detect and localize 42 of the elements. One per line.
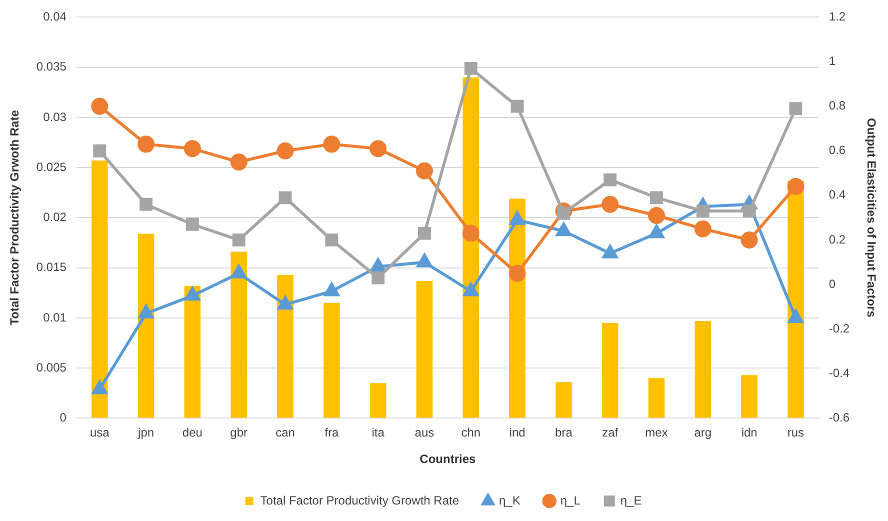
y2-tick-label: -0.4 [828, 366, 850, 380]
x-tick-label: ind [509, 426, 526, 440]
legend-label: Total Factor Productivity Growth Rate [260, 493, 460, 508]
x-tick-label: arg [694, 426, 712, 440]
y-tick-label: 0.01 [43, 310, 67, 324]
y2-tick-label: 0.4 [828, 188, 846, 202]
y-tick-label: 0.035 [36, 60, 67, 74]
y2-tick-label: -0.6 [828, 410, 850, 425]
y-tick-label: 0.005 [36, 360, 67, 374]
x-tick-label: gbr [230, 426, 248, 440]
x-tick-label: aus [414, 426, 434, 440]
x-tick-label: can [276, 426, 295, 440]
y2-tick-label: 0.6 [828, 143, 846, 158]
x-axis-title: Countries [420, 452, 476, 466]
y-tick-label: 0.04 [43, 10, 67, 24]
y2-tick-label: 0.2 [828, 232, 846, 246]
x-tick-label: fra [324, 426, 339, 440]
y2-tick-label: 1 [828, 54, 836, 68]
x-tick-label: rus [787, 426, 804, 440]
legend-label: η_K [499, 493, 520, 508]
y2-axis-title: Output Elasticities of Input Factors [864, 118, 878, 318]
x-tick-label: jpn [137, 426, 154, 440]
legend-label: η_E [620, 493, 642, 508]
legend-label: η_L [560, 493, 581, 508]
y2-tick-label: 0 [828, 276, 836, 291]
x-tick-label: ita [372, 426, 385, 440]
y-tick-label: 0.015 [36, 260, 67, 274]
y-tick-label: 0.02 [43, 210, 67, 224]
y-tick-label: 0.03 [43, 110, 67, 124]
x-tick-label: idn [741, 426, 758, 440]
x-tick-label: mex [645, 426, 668, 440]
x-tick-label: usa [90, 426, 110, 440]
x-tick-label: deu [182, 426, 202, 440]
x-tick-label: chn [461, 426, 481, 440]
y-tick-label: 0 [60, 410, 67, 425]
y-axis-title: Total Factor Productivity Grwoth Rate [8, 110, 22, 326]
x-tick-label: zaf [602, 426, 619, 440]
y2-tick-label: 1.2 [828, 10, 846, 24]
y-tick-label: 0.025 [36, 160, 67, 174]
y2-tick-label: -0.2 [828, 321, 850, 336]
y2-tick-label: 0.8 [828, 98, 846, 113]
x-tick-label: bra [555, 426, 573, 440]
